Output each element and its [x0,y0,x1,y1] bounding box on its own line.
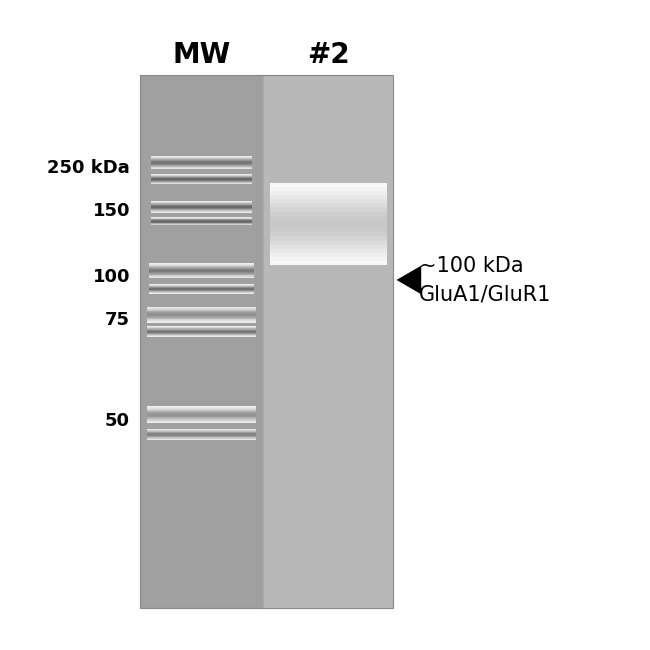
Bar [270,237,387,240]
Bar [151,162,252,163]
Bar [270,187,387,191]
Bar [147,407,256,408]
Bar [270,257,387,261]
Bar [147,309,256,310]
Bar [147,319,256,320]
Bar [147,411,256,412]
Bar [147,318,256,319]
Text: 250 kDa: 250 kDa [47,159,130,177]
Bar [147,317,256,318]
Bar [270,195,387,199]
Bar [149,276,254,277]
Bar [147,410,256,411]
Bar [149,268,254,269]
Bar [147,315,256,316]
Bar [140,75,393,608]
Bar [147,409,256,410]
Bar [151,165,252,166]
Bar [270,228,387,232]
Bar [270,212,387,216]
Bar [147,415,256,417]
Bar [147,314,256,315]
Bar [151,156,252,157]
Bar [147,419,256,420]
Bar [270,261,387,265]
Bar [270,199,387,203]
Bar [270,216,387,220]
Bar [147,406,256,407]
Bar [151,160,252,161]
Bar [149,266,254,267]
Polygon shape [396,266,421,294]
Bar [147,313,256,314]
Text: MW: MW [172,41,231,70]
Bar [147,414,256,415]
Bar [147,316,256,317]
Bar [147,418,256,419]
Bar [149,277,254,278]
Bar [270,232,387,237]
Bar [270,249,387,253]
Bar [151,161,252,162]
Bar [270,203,387,207]
Bar [149,265,254,266]
Bar [149,274,254,276]
Bar [149,267,254,268]
Text: #2: #2 [307,41,350,70]
Text: 75: 75 [105,311,130,329]
Bar [151,167,252,168]
Bar [151,168,252,169]
Bar [149,270,254,271]
Bar [147,417,256,418]
Bar [151,158,252,159]
Bar [140,75,263,608]
Bar [151,157,252,158]
Bar [270,240,387,244]
Bar [263,75,393,608]
Bar [151,164,252,165]
Text: 100: 100 [92,268,130,286]
Text: ~100 kDa: ~100 kDa [419,255,524,276]
Bar [147,321,256,322]
Bar [270,183,387,187]
Bar [149,272,254,273]
Bar [270,253,387,257]
Bar [147,320,256,321]
Bar [270,191,387,195]
Bar [151,169,252,170]
Bar [147,420,256,421]
Bar [151,159,252,160]
Text: GluA1/GluR1: GluA1/GluR1 [419,284,552,304]
Bar [149,269,254,270]
Bar [147,412,256,413]
Bar [149,273,254,274]
Bar [149,264,254,265]
Bar [151,163,252,164]
Bar [147,312,256,313]
Bar [147,308,256,309]
Bar [147,413,256,414]
Bar [270,244,387,249]
Bar [151,166,252,167]
Bar [270,207,387,212]
Bar [147,408,256,409]
Bar [147,311,256,312]
Text: 50: 50 [105,412,130,430]
Bar [149,271,254,272]
Bar [149,263,254,264]
Bar [147,422,256,423]
Text: 150: 150 [92,202,130,220]
Bar [270,220,387,224]
Bar [147,310,256,311]
Bar [147,421,256,422]
Bar [270,224,387,228]
Bar [147,307,256,308]
